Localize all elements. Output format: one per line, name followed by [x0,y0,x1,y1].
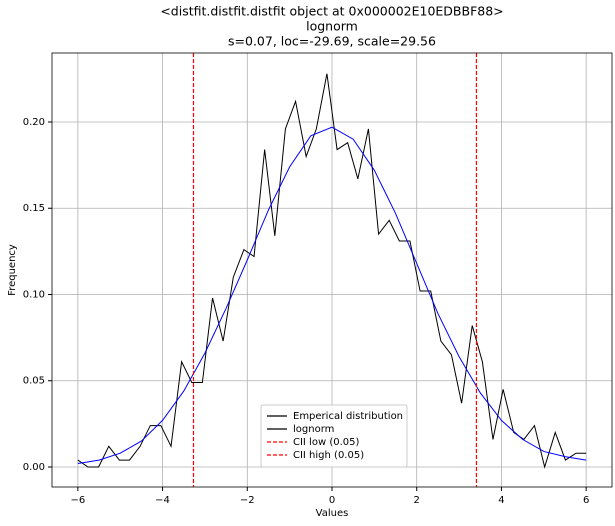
chart-title: lognorm [306,19,358,34]
x-axis-label: Values [316,508,349,519]
x-tick-label: 6 [583,495,589,506]
x-tick-label: −6 [70,495,85,506]
legend: Emperical distribution lognorm CII low (0.… [260,404,408,468]
x-tick-label: −2 [240,495,255,506]
x-tick-label: −4 [155,495,170,506]
legend-label: CII low (0.05) [293,437,359,448]
x-tick-label: 0 [329,495,335,506]
series-line [77,126,587,465]
x-tick-label: 4 [498,495,504,506]
y-tick-label: 0.20 [23,117,45,128]
legend-label: Emperical distribution [293,411,403,422]
chart-title: s=0.07, loc=-29.69, scale=29.56 [228,34,436,49]
y-tick-label: 0.15 [23,203,45,214]
legend-label: CII high (0.05) [293,450,364,461]
series-line [77,73,587,469]
legend-box [260,404,408,468]
y-tick-label: 0.05 [23,376,45,387]
plot-frame [51,52,613,488]
y-tick-label: 0.10 [23,289,45,300]
x-tick-label: 2 [414,495,420,506]
y-tick-label: 0.00 [23,462,45,473]
chart-title: <distfit.distfit.distfit object at 0x000… [160,4,503,19]
y-axis-label: Frequency [7,244,18,296]
legend-label: lognorm [293,424,334,435]
